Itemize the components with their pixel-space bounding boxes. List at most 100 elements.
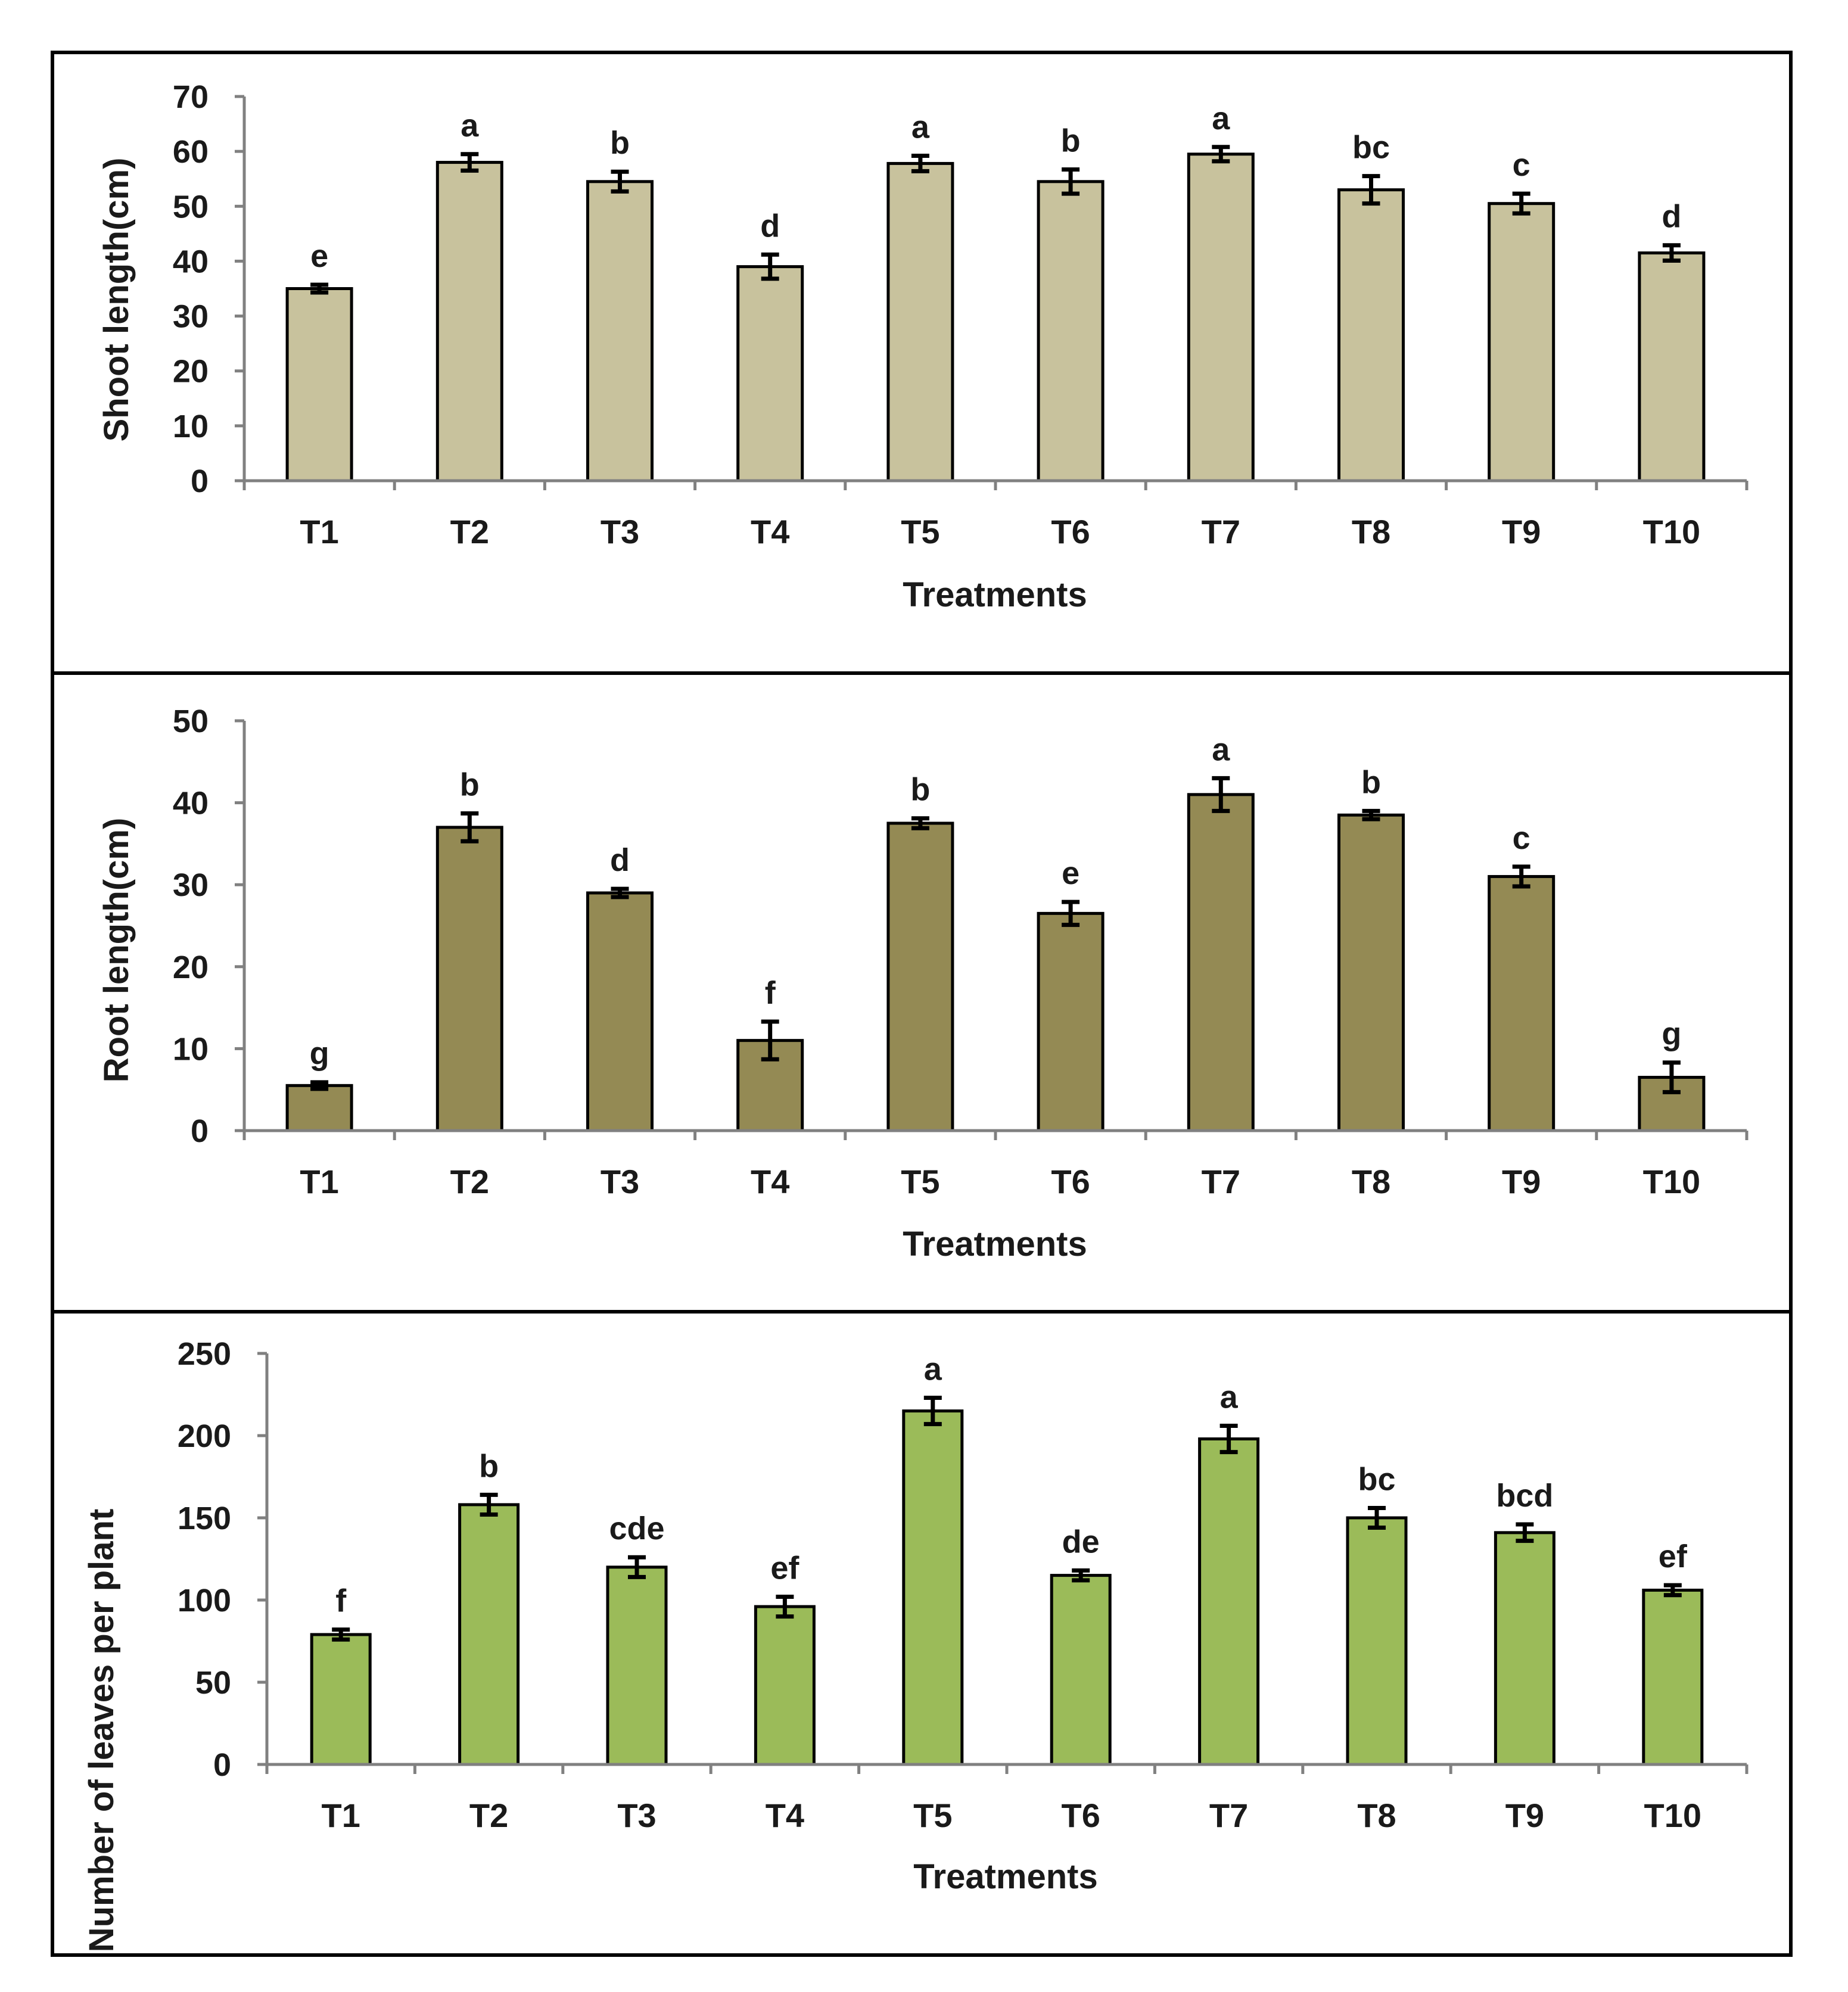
leaves-x-tick-labels: T1 T2 T3 T4 T5 T6 T7 T8 T9 T10 bbox=[322, 1797, 1702, 1834]
shoot-length-axes bbox=[242, 97, 1749, 490]
shoot-length-error-bar-t1 bbox=[310, 282, 329, 295]
shoot-length-significance-letter-t9: c bbox=[1513, 147, 1530, 183]
root-length-significance-letter-t7: a bbox=[1212, 732, 1230, 767]
root-length-y-tick-label: 20 bbox=[173, 950, 209, 985]
root-length-x-tick-label-t5: T5 bbox=[901, 1163, 939, 1200]
leaves-bar-t9 bbox=[1494, 1531, 1555, 1766]
leaves-bar-t5 bbox=[902, 1409, 964, 1766]
root-length-error-bar-t9 bbox=[1512, 864, 1530, 889]
root-length-x-tick-label-t9: T9 bbox=[1502, 1163, 1541, 1200]
leaves-error-bar-t4 bbox=[776, 1594, 794, 1619]
root-length-error-bar-t3 bbox=[611, 886, 629, 899]
root-length-bar-t9 bbox=[1488, 874, 1555, 1132]
leaves-y-tick-label: 200 bbox=[178, 1418, 231, 1454]
shoot-length-bar-t8 bbox=[1337, 188, 1405, 483]
shoot-length-y-axis-title: Shoot length(cm) bbox=[97, 158, 136, 442]
shoot-length-x-tick-labels: T1 T2 T3 T4 T5 T6 T7 T8 T9 T10 bbox=[300, 513, 1700, 550]
leaves-error-bar-t3 bbox=[628, 1555, 646, 1579]
leaves-x-tick-label-t10: T10 bbox=[1644, 1797, 1702, 1834]
leaves-bar-t7 bbox=[1198, 1437, 1260, 1766]
root-length-y-tick-label: 40 bbox=[173, 786, 209, 821]
shoot-length-bar-t4 bbox=[736, 265, 804, 483]
leaves-panel-border bbox=[51, 1310, 1793, 1957]
shoot-length-x-tick-label-t7: T7 bbox=[1202, 513, 1240, 550]
shoot-length-bar-t6 bbox=[1037, 180, 1105, 483]
leaves-significance-letter-t2: b bbox=[479, 1448, 499, 1484]
shoot-length-error-bar-t7 bbox=[1212, 145, 1230, 164]
shoot-length-chart: 0 10 20 30 40 50 60 70 e a b d a b a bc c d T1 T2 T3 T4 T5 T6… bbox=[51, 51, 1793, 675]
leaves-significance-letters: f b cde ef a de a bc bcd ef bbox=[335, 1352, 1688, 1619]
leaves-significance-letter-t10: ef bbox=[1659, 1539, 1688, 1574]
leaves-bars bbox=[310, 1409, 1704, 1766]
leaves-y-axis-ticks: 0 50 100 150 200 250 bbox=[178, 1336, 267, 1783]
root-length-y-axis-title: Root length(cm) bbox=[97, 818, 136, 1083]
leaves-bar-t2 bbox=[458, 1503, 520, 1766]
shoot-length-significance-letter-t5: a bbox=[911, 110, 930, 145]
leaves-error-bar-t7 bbox=[1219, 1423, 1238, 1455]
leaves-y-axis-title: Number of leaves per plant bbox=[82, 1509, 121, 1953]
root-length-error-bar-t5 bbox=[911, 816, 929, 830]
root-length-bar-t7 bbox=[1187, 793, 1255, 1132]
leaves-error-bars bbox=[332, 1396, 1682, 1642]
root-length-bar-t6 bbox=[1037, 911, 1105, 1132]
root-length-x-tick-label-t4: T4 bbox=[751, 1163, 789, 1200]
leaves-error-bar-t1 bbox=[332, 1627, 350, 1642]
root-length-x-tick-label-t6: T6 bbox=[1051, 1163, 1090, 1200]
root-length-bar-t2 bbox=[435, 826, 503, 1132]
leaves-y-tick-label: 150 bbox=[178, 1501, 231, 1536]
leaves-error-bar-t10 bbox=[1663, 1583, 1682, 1598]
shoot-length-significance-letter-t3: b bbox=[610, 125, 630, 161]
shoot-length-x-tick-label-t6: T6 bbox=[1051, 513, 1090, 550]
leaves-x-tick-label-t3: T3 bbox=[617, 1797, 656, 1834]
leaves-x-tick-label-t8: T8 bbox=[1357, 1797, 1396, 1834]
leaves-error-bar-t5 bbox=[923, 1396, 942, 1427]
shoot-length-y-tick-label: 60 bbox=[173, 134, 209, 170]
leaves-x-tick-label-t2: T2 bbox=[469, 1797, 508, 1834]
root-length-bar-t3 bbox=[586, 891, 654, 1132]
root-length-significance-letter-t3: d bbox=[610, 842, 630, 878]
leaves-significance-letter-t6: de bbox=[1062, 1524, 1100, 1560]
root-length-y-tick-label: 30 bbox=[173, 867, 209, 903]
leaves-significance-letter-t7: a bbox=[1220, 1379, 1239, 1415]
shoot-length-bar-t5 bbox=[886, 161, 954, 483]
leaves-axes bbox=[265, 1353, 1749, 1774]
root-length-significance-letter-t9: c bbox=[1513, 820, 1530, 856]
shoot-length-significance-letter-t10: d bbox=[1662, 199, 1681, 235]
shoot-length-error-bar-t6 bbox=[1062, 167, 1080, 196]
root-length-error-bar-t1 bbox=[310, 1080, 329, 1091]
shoot-length-bar-t10 bbox=[1638, 251, 1706, 483]
shoot-length-x-tick-label-t3: T3 bbox=[601, 513, 639, 550]
shoot-length-bar-t1 bbox=[285, 287, 353, 483]
leaves-error-bar-t9 bbox=[1516, 1522, 1534, 1543]
leaves-significance-letter-t5: a bbox=[924, 1352, 942, 1387]
shoot-length-error-bar-t10 bbox=[1662, 243, 1681, 263]
shoot-length-significance-letter-t7: a bbox=[1212, 101, 1230, 136]
shoot-length-y-tick-label: 0 bbox=[191, 463, 209, 499]
leaves-x-tick-label-t1: T1 bbox=[322, 1797, 360, 1834]
leaves-significance-letter-t8: bc bbox=[1358, 1461, 1395, 1497]
shoot-length-significance-letter-t8: bc bbox=[1352, 130, 1390, 166]
shoot-length-error-bar-t9 bbox=[1512, 191, 1530, 216]
leaves-y-tick-label: 50 bbox=[195, 1665, 231, 1701]
shoot-length-significance-letter-t6: b bbox=[1061, 123, 1081, 159]
root-length-error-bar-t6 bbox=[1062, 899, 1080, 927]
root-length-x-tick-label-t8: T8 bbox=[1352, 1163, 1390, 1200]
leaves-x-tick-label-t5: T5 bbox=[913, 1797, 952, 1834]
shoot-length-bar-t7 bbox=[1187, 152, 1255, 483]
root-length-bar-t1 bbox=[285, 1084, 353, 1132]
leaves-significance-letter-t1: f bbox=[335, 1583, 347, 1619]
leaves-error-bar-t8 bbox=[1368, 1505, 1386, 1530]
leaves-bar-t1 bbox=[310, 1633, 372, 1766]
shoot-length-error-bar-t2 bbox=[461, 152, 479, 173]
leaves-bar-t4 bbox=[754, 1605, 816, 1766]
leaves-y-tick-label: 250 bbox=[178, 1336, 231, 1372]
root-length-error-bar-t2 bbox=[461, 811, 479, 844]
shoot-length-error-bar-t3 bbox=[611, 169, 629, 194]
shoot-length-error-bar-t4 bbox=[761, 252, 779, 281]
root-length-y-tick-label: 0 bbox=[191, 1113, 209, 1149]
shoot-length-error-bars bbox=[310, 145, 1681, 295]
shoot-length-y-tick-label: 10 bbox=[173, 409, 209, 444]
leaves-significance-letter-t3: cde bbox=[609, 1511, 664, 1546]
